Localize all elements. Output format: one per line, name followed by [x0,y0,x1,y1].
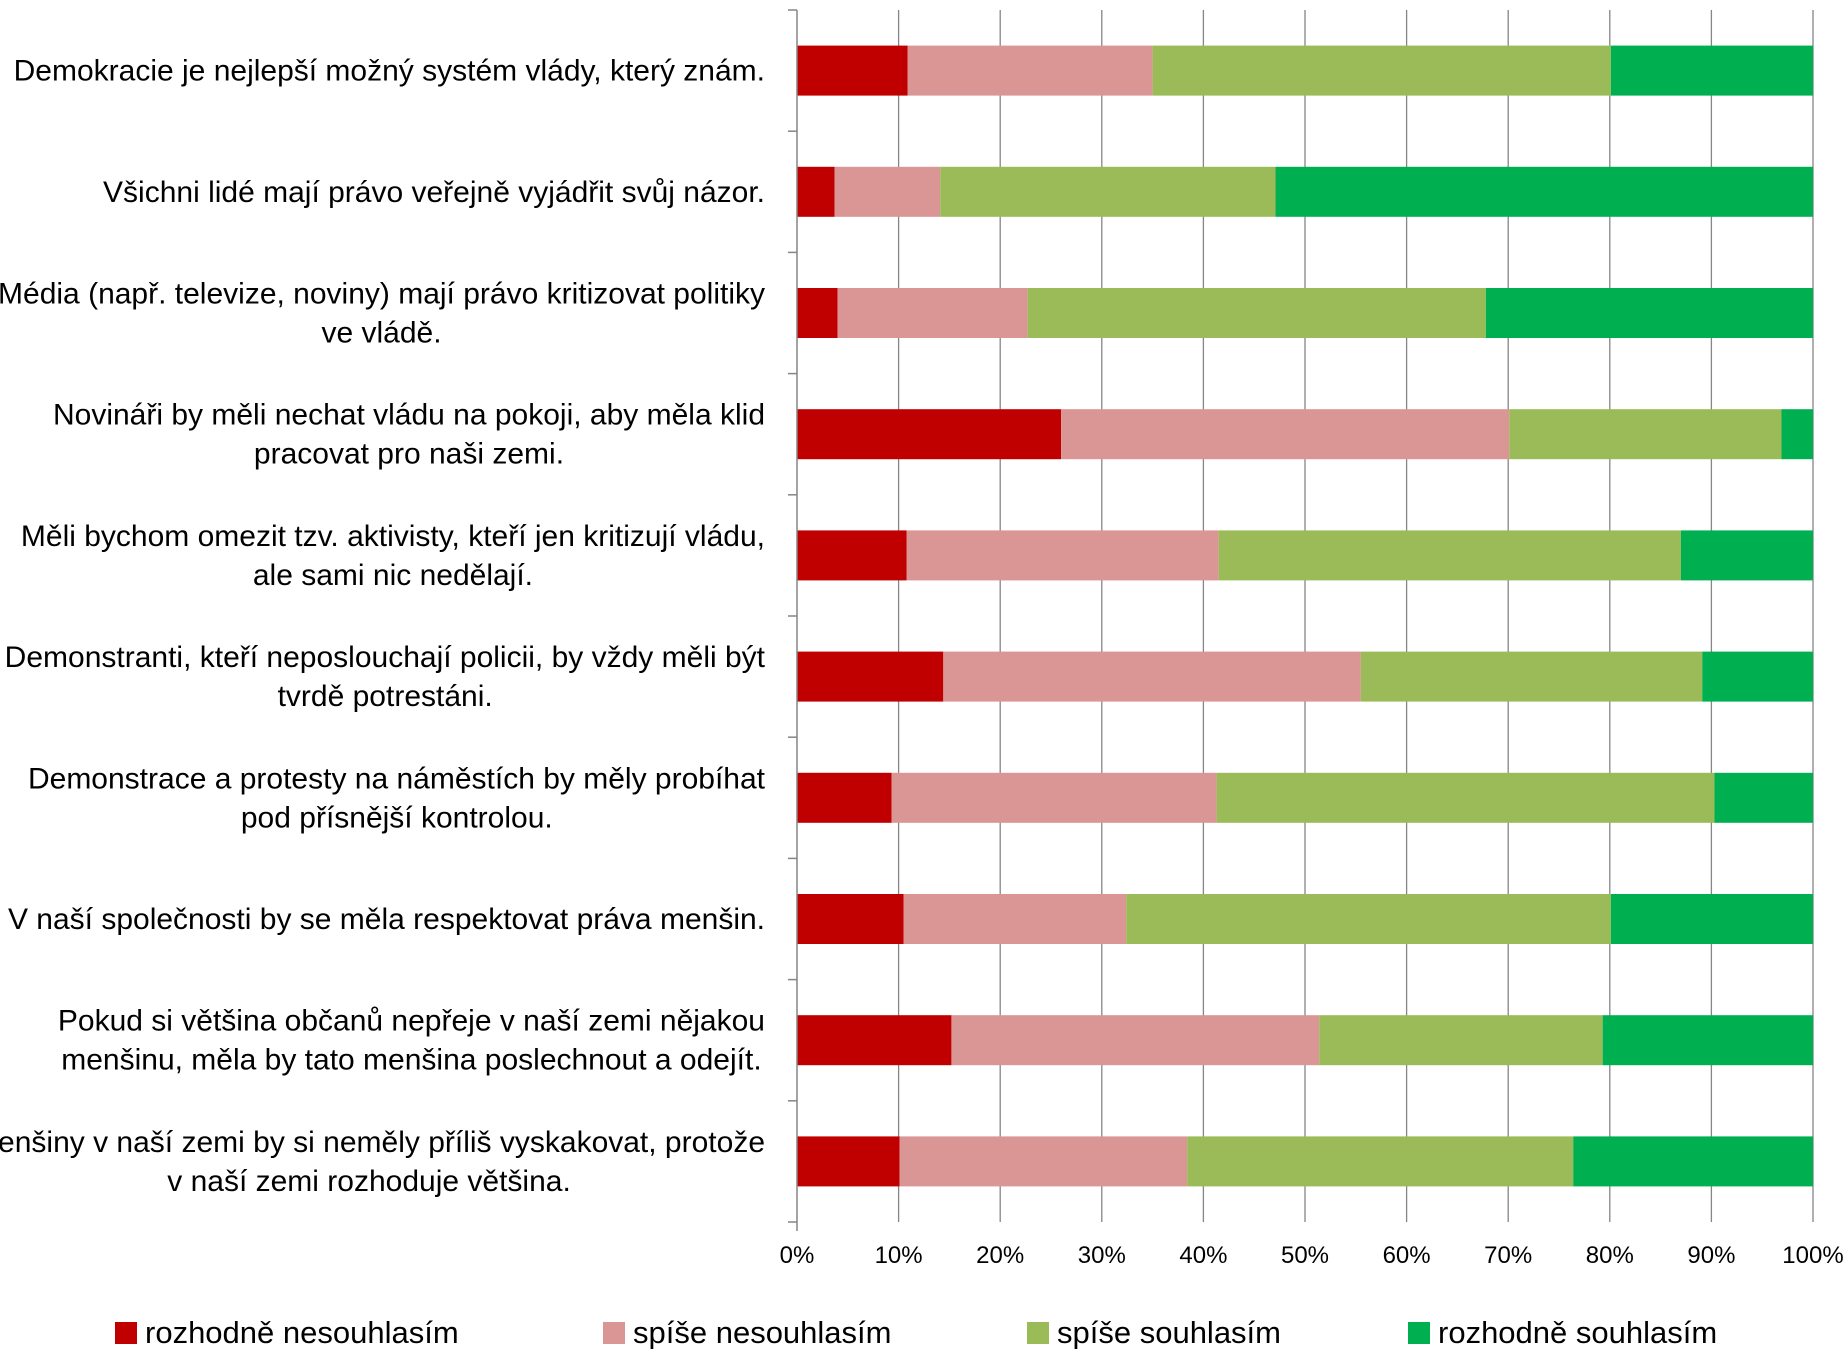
bar-segment-4 [1485,288,1813,338]
bar-segment-2 [837,288,1028,338]
legend-label-4: rozhodně souhlasím [1438,1315,1717,1349]
bar-segment-2 [899,1136,1188,1187]
bar-segment-2 [903,894,1127,944]
category-label: pracovat pro naši zemi. [254,438,564,471]
bar-segment-3 [1126,894,1611,944]
bar-segment-2 [907,45,1153,96]
legend-swatch-2 [603,1322,625,1344]
bar-segment-2 [834,166,941,217]
category-labels: Demokracie je nejlepší možný systém vlád… [0,55,766,1198]
bar-segment-3 [1216,772,1715,823]
category-label: ale sami nic nedělají. [253,559,533,592]
bar-segment-3 [1027,288,1486,338]
x-tick-label: 90% [1687,1242,1735,1269]
legend-label-1: rozhodně nesouhlasím [145,1315,459,1349]
axes [788,9,798,1231]
x-tick-label: 20% [976,1242,1024,1269]
bar-segment-1 [797,45,908,96]
category-label: v naší zemi rozhoduje většina. [167,1165,571,1198]
bar-segment-3 [1187,1136,1574,1187]
category-label: Demokracie je nejlepší možný systém vlád… [14,55,765,88]
bar-segment-4 [1275,166,1813,217]
legend: rozhodně nesouhlasím spíše nesouhlasím spí… [115,1315,1717,1349]
bar-segment-4 [1573,1136,1813,1187]
bar-segment-3 [1360,651,1703,702]
bar-segment-1 [797,1136,900,1187]
bar-segment-2 [906,530,1219,581]
category-label: Pokud si většina občanů nepřeje v naší z… [58,1005,765,1038]
bar-segment-3 [1509,409,1782,460]
bar-segment-3 [1319,1015,1603,1066]
bar-segment-2 [891,772,1217,823]
bar-segment-4 [1702,651,1813,702]
x-tick-label: 70% [1484,1242,1532,1269]
x-tick-label: 100% [1782,1242,1843,1269]
category-label: Všichni lidé mají právo veřejně vyjádřit… [103,176,765,209]
category-label: pod přísnější kontrolou. [241,801,553,834]
category-label: V naší společnosti by se měla respektova… [8,903,765,936]
category-label: Média (např. televize, noviny) mají práv… [0,278,765,311]
legend-swatch-4 [1408,1322,1430,1344]
bar-segment-4 [1714,772,1813,823]
bar-segment-1 [797,288,838,338]
bar-segment-3 [940,166,1276,217]
category-label: Demonstrace a protesty na náměstích by m… [28,762,766,795]
x-tick-label: 80% [1586,1242,1634,1269]
bar-segment-3 [1218,530,1681,581]
x-tick-label: 30% [1078,1242,1126,1269]
bar-segment-4 [1610,894,1813,944]
legend-label-3: spíše souhlasím [1057,1315,1281,1349]
bar-segment-3 [1152,45,1611,96]
bar-segment-2 [943,651,1361,702]
bar-segment-2 [951,1015,1320,1066]
bar-segment-1 [797,166,835,217]
category-label: ve vládě. [321,317,441,350]
category-label: tvrdě potrestáni. [278,680,493,713]
x-tick-labels: 0% 10% 20% 30% 40% 50% 60% 70% 80% 90% 100% [780,1242,1844,1269]
category-label: Demonstranti, kteří neposlouchají polici… [5,641,766,674]
category-label: menšinu, měla by tato menšina poslechnou… [61,1044,761,1077]
bar-segment-1 [797,1015,952,1066]
x-tick-label: 60% [1383,1242,1431,1269]
legend-label-2: spíše nesouhlasím [633,1315,891,1349]
bar-segment-4 [1781,409,1813,460]
bar-segment-1 [797,530,907,581]
bar-segment-1 [797,651,944,702]
bar-segment-4 [1680,530,1813,581]
bar-segment-2 [1061,409,1510,460]
category-label: Novináři by měli nechat vládu na pokoji,… [53,399,765,432]
bars [797,45,1813,1187]
bar-segment-4 [1602,1015,1813,1066]
legend-swatch-3 [1027,1322,1049,1344]
legend-swatch-1 [115,1322,137,1344]
bar-segment-1 [797,894,904,944]
category-label: Menšiny v naší zemi by si neměly příliš … [0,1126,765,1159]
bar-segment-1 [797,772,892,823]
x-tick-label: 40% [1179,1242,1227,1269]
x-tick-label: 0% [780,1242,815,1269]
bar-segment-1 [797,409,1062,460]
bar-segment-4 [1610,45,1813,96]
category-label: Měli bychom omezit tzv. aktivisty, kteří… [21,520,765,553]
x-tick-label: 10% [875,1242,923,1269]
x-tick-label: 50% [1281,1242,1329,1269]
